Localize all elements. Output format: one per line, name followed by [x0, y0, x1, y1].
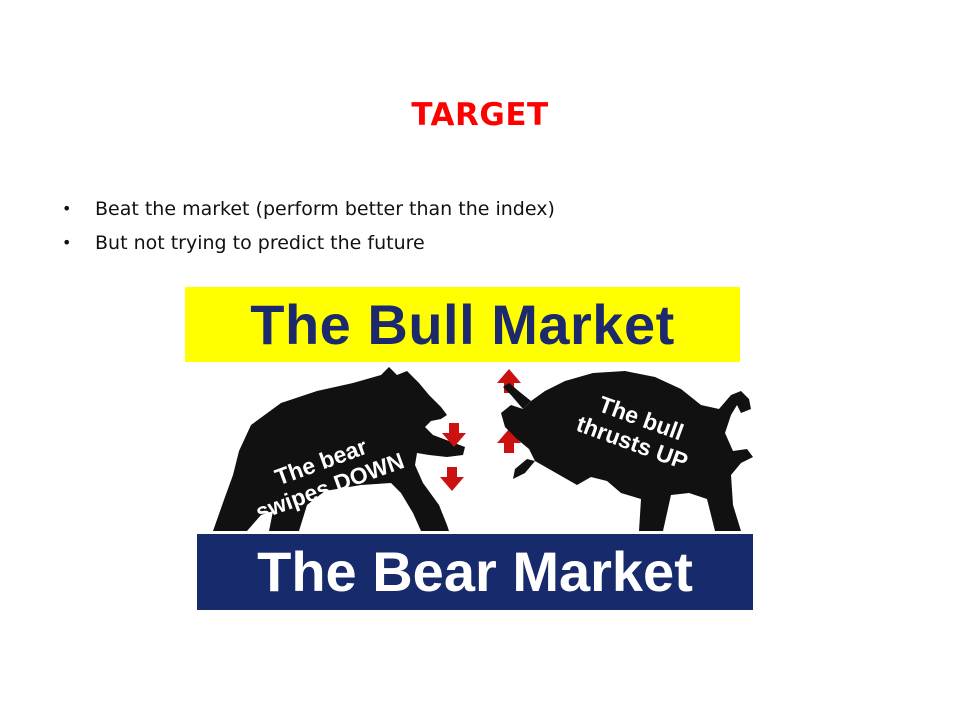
bullet-list: • Beat the market (perform better than t… [62, 192, 555, 260]
arrow-up-icon [497, 369, 521, 453]
bull-silhouette-icon [501, 371, 753, 531]
bullet-item: • But not trying to predict the future [62, 226, 555, 260]
bullet-text: Beat the market (perform better than the… [95, 198, 555, 220]
slide-title: TARGET [411, 97, 549, 133]
bear-silhouette-icon [213, 367, 465, 531]
bullet-text: But not trying to predict the future [95, 232, 425, 254]
bull-market-banner: The Bull Market [185, 287, 740, 362]
arrow-down-icon [440, 423, 466, 491]
bull-bear-illustration: The bear swipes DOWN The bull [213, 367, 753, 531]
bear-market-banner: The Bear Market [197, 534, 753, 610]
bullet-item: • Beat the market (perform better than t… [62, 192, 555, 226]
bull-bear-market-image: The Bull Market The bear swipes DOWN [185, 287, 757, 610]
bullet-dot-icon: • [62, 233, 72, 252]
bullet-dot-icon: • [62, 199, 72, 218]
